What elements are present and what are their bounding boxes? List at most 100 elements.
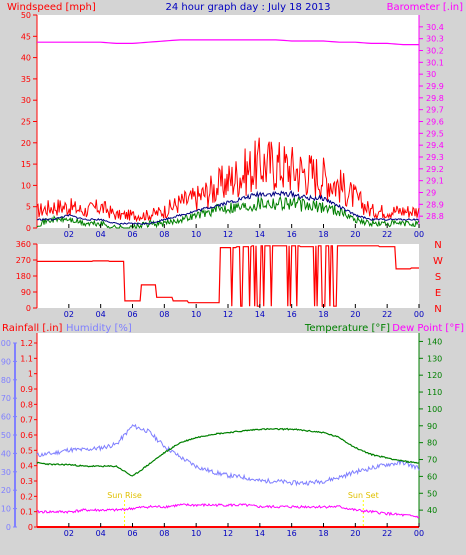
compass-label: N <box>434 304 441 315</box>
temp-x-tick-label: 06 <box>127 529 137 538</box>
compass-label: S <box>435 272 441 283</box>
humidity-y-tick-label: 40 <box>1 449 11 458</box>
baro-y-tick-label: 29 <box>426 189 436 198</box>
rain-y-tick-label: 0 <box>28 523 33 532</box>
wind-x-tick-label: 18 <box>318 230 328 239</box>
windspeed-axis-label: Windspeed [mph] <box>7 2 96 13</box>
temp-y-tick-label: 110 <box>427 388 442 397</box>
wind-x-tick-label: 08 <box>159 230 169 239</box>
baro-y-tick-label: 29.3 <box>426 153 444 162</box>
direction-panel <box>37 244 419 308</box>
temp-x-tick-label: 14 <box>255 529 265 538</box>
dir-x-tick-label: 00 <box>414 310 424 319</box>
rain-y-tick-label: 0.7 <box>20 416 33 425</box>
wind-y-tick-label: 0 <box>26 224 31 233</box>
baro-y-tick-label: 29.5 <box>426 129 444 138</box>
dir-x-tick-label: 02 <box>64 310 74 319</box>
rain-y-tick-label: 1.1 <box>20 354 33 363</box>
humidity-y-tick-label: 80 <box>1 376 11 385</box>
rain-y-tick-label: 1.2 <box>20 339 33 348</box>
humidity-y-tick-label: 30 <box>1 468 11 477</box>
wind-x-tick-label: 14 <box>255 230 265 239</box>
temperature-line <box>36 427 419 477</box>
dir-y-tick-label: 270 <box>16 256 31 265</box>
humidity-y-tick-label: 90 <box>1 357 11 366</box>
baro-y-tick-label: 29.8 <box>426 94 444 103</box>
wind-y-tick-label: 5 <box>26 203 31 212</box>
barometer-line <box>37 39 419 46</box>
wind-gust-line <box>36 190 419 226</box>
wind-direction-line <box>37 245 419 307</box>
dir-y-tick-label: 0 <box>26 304 31 313</box>
dir-x-tick-label: 04 <box>96 310 106 319</box>
baro-y-tick-label: 29.9 <box>426 82 444 91</box>
temp-x-tick-label: 12 <box>223 529 233 538</box>
baro-y-tick-label: 29.7 <box>426 106 444 115</box>
temp-y-tick-label: 140 <box>427 337 442 346</box>
sun-marker-label: Sun Set <box>348 491 379 500</box>
temp-y-tick-label: 90 <box>427 422 437 431</box>
rain-y-tick-label: 0.2 <box>20 492 33 501</box>
wind-y-tick-label: 15 <box>21 160 31 169</box>
baro-y-tick-label: 28.8 <box>426 212 444 221</box>
compass-label: W <box>433 256 443 267</box>
baro-y-tick-label: 30.4 <box>426 23 444 32</box>
baro-y-tick-label: 30.2 <box>426 47 444 56</box>
wind-x-tick-label: 10 <box>191 230 201 239</box>
compass-label: N <box>434 240 441 251</box>
baro-y-tick-label: 29.6 <box>426 118 444 127</box>
humidity-y-tick-label: 50 <box>1 431 11 440</box>
wind-x-tick-label: 16 <box>287 230 297 239</box>
dir-x-tick-label: 08 <box>159 310 169 319</box>
dir-y-tick-label: 360 <box>16 240 31 249</box>
temp-x-tick-label: 10 <box>191 529 201 538</box>
wind-x-tick-label: 04 <box>96 230 106 239</box>
humidity-line <box>36 423 420 487</box>
temperature-axis-label: Temperature [°F] <box>304 323 390 334</box>
temp-y-tick-label: 50 <box>427 489 437 498</box>
temp-x-tick-label: 04 <box>96 529 106 538</box>
humidity-y-tick-label: 10 <box>1 505 11 514</box>
temperature-panel <box>37 333 419 527</box>
wind-panel <box>37 15 419 228</box>
humidity-y-tick-label: 100 <box>0 339 11 348</box>
rain-y-tick-label: 0.9 <box>20 385 33 394</box>
wind-x-tick-label: 20 <box>350 230 360 239</box>
wind-y-tick-label: 10 <box>21 181 31 190</box>
dir-x-tick-label: 10 <box>191 310 201 319</box>
temp-y-tick-label: 100 <box>427 405 442 414</box>
wind-y-tick-label: 35 <box>21 75 31 84</box>
temp-y-tick-label: 40 <box>427 506 437 515</box>
baro-y-tick-label: 30 <box>426 70 436 79</box>
temp-x-tick-label: 16 <box>287 529 297 538</box>
temp-x-tick-label: 00 <box>414 529 424 538</box>
humidity-y-tick-label: 70 <box>1 394 11 403</box>
wind-y-tick-label: 50 <box>21 11 31 20</box>
rain-y-tick-label: 0.5 <box>20 446 33 455</box>
baro-y-tick-label: 30.1 <box>426 58 444 67</box>
humidity-y-tick-label: 20 <box>1 486 11 495</box>
temp-y-tick-label: 60 <box>427 472 437 481</box>
rain-y-tick-label: 0.3 <box>20 477 33 486</box>
baro-y-tick-label: 30.3 <box>426 35 444 44</box>
wind-avg-line <box>36 137 420 223</box>
rainfall-axis-label: Rainfall [.in] <box>2 323 63 334</box>
wind-x-tick-label: 12 <box>223 230 233 239</box>
humidity-y-tick-label: 60 <box>1 413 11 422</box>
wind-y-tick-label: 20 <box>21 139 31 148</box>
humidity-y-tick-label: 0 <box>6 523 11 532</box>
baro-y-tick-label: 29.2 <box>426 165 444 174</box>
dir-x-tick-label: 22 <box>382 310 392 319</box>
dir-y-tick-label: 90 <box>21 288 31 297</box>
wind-y-tick-label: 40 <box>21 54 31 63</box>
wind-x-tick-label: 22 <box>382 230 392 239</box>
rain-y-tick-label: 0.1 <box>20 508 33 517</box>
temp-x-tick-label: 08 <box>159 529 169 538</box>
wind-x-tick-label: 02 <box>64 230 74 239</box>
humidity-axis-label: Humidity [%] <box>66 323 132 334</box>
temp-y-tick-label: 80 <box>427 439 437 448</box>
wind-y-tick-label: 30 <box>21 96 31 105</box>
temp-x-tick-label: 20 <box>350 529 360 538</box>
